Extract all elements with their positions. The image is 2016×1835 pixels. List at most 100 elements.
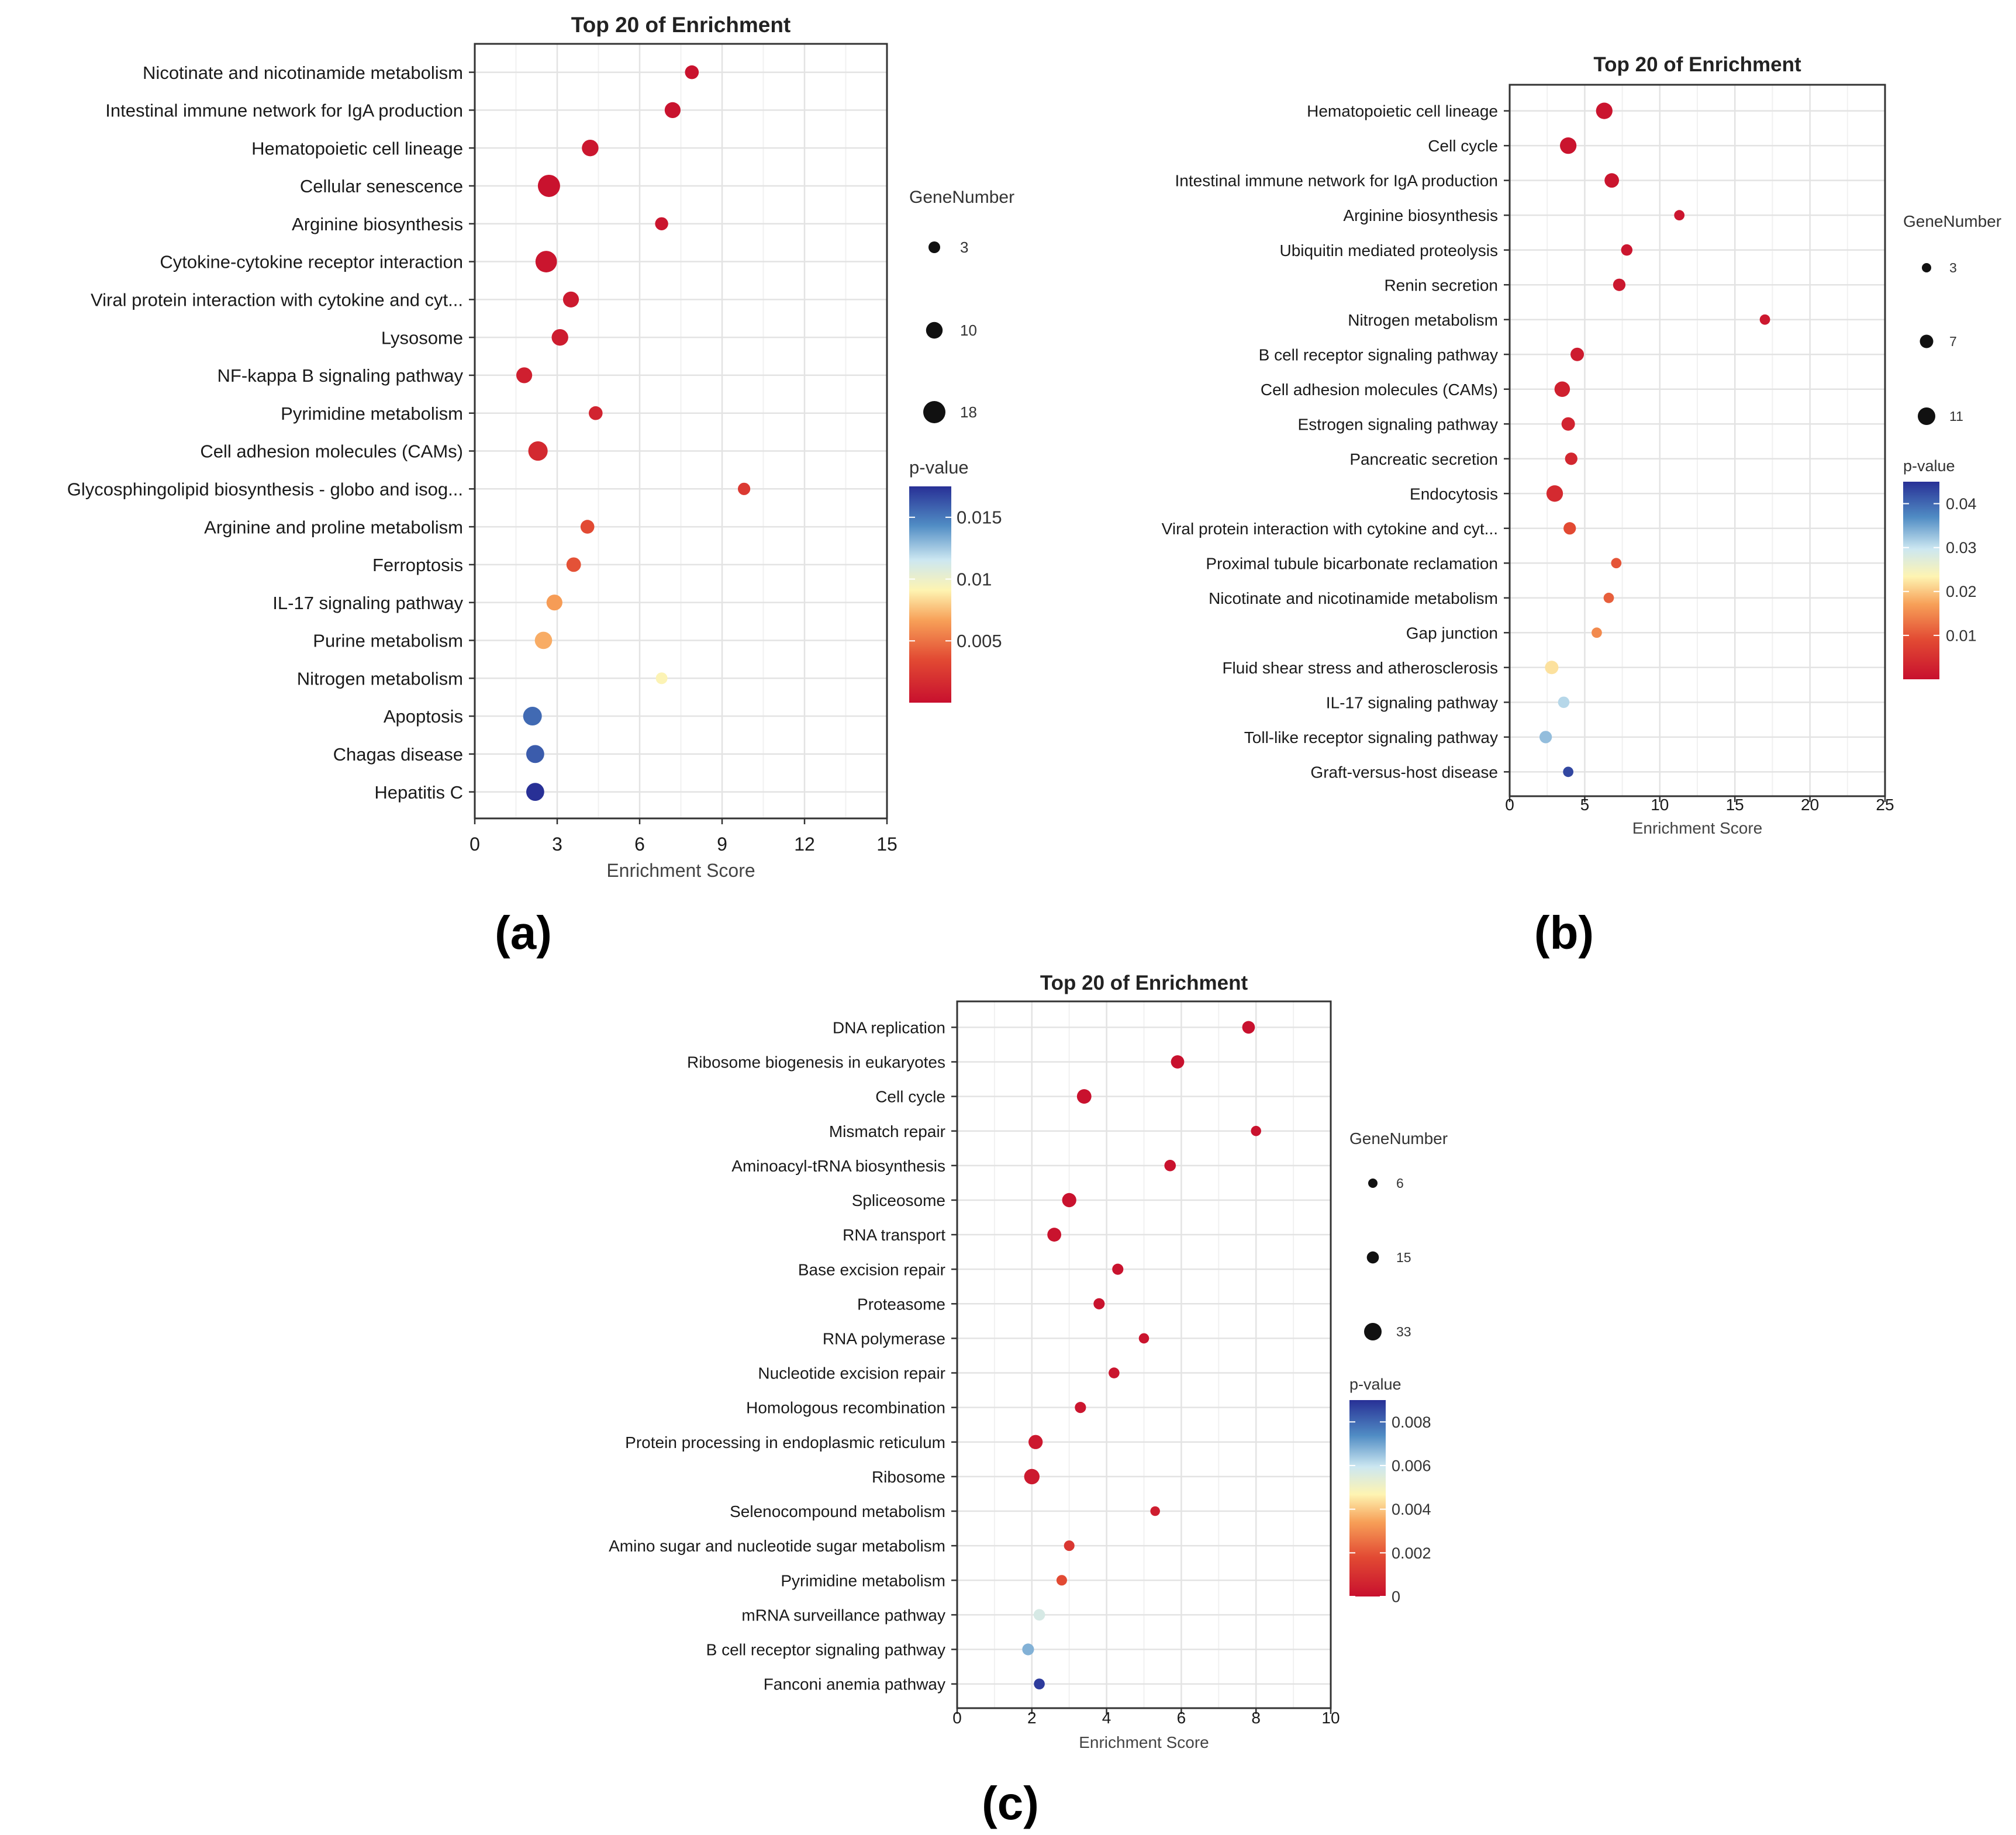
y-tick-label: B cell receptor signaling pathway [1259, 345, 1498, 364]
data-point [516, 367, 533, 383]
data-point [1546, 485, 1563, 502]
y-tick-label: Intestinal immune network for IgA produc… [1175, 172, 1498, 190]
panel-label-a: (a) [495, 907, 552, 959]
colorbar-tick-label: 0.006 [1392, 1457, 1431, 1474]
data-point [1075, 1402, 1086, 1414]
y-tick-label: Intestinal immune network for IgA produc… [105, 101, 463, 121]
colorbar-tick-label: 0.02 [1946, 583, 1977, 600]
y-tick-label: Hepatitis C [374, 782, 463, 803]
y-tick-label: Ribosome [872, 1468, 945, 1486]
size-legend-dot [1364, 1323, 1382, 1340]
x-tick-label: 0 [470, 834, 480, 855]
data-point [534, 631, 553, 649]
data-point [1565, 452, 1577, 465]
x-tick-label: 15 [876, 834, 897, 855]
y-tick-label: Cell cycle [1428, 137, 1498, 155]
y-tick-label: Gap junction [1406, 624, 1498, 642]
colorbar-title: p-value [1903, 457, 1955, 475]
data-point [1558, 696, 1570, 709]
chart-title: Top 20 of Enrichment [1593, 53, 1801, 76]
plot-frame [956, 1000, 1332, 1709]
colorbar-tick-label: 0.015 [957, 507, 1002, 528]
data-point [1112, 1263, 1124, 1275]
data-point [1561, 417, 1575, 431]
size-legend-dot [923, 401, 945, 423]
size-legend-dot [1920, 334, 1934, 348]
colorbar [1349, 1400, 1386, 1596]
data-point [1621, 244, 1633, 256]
y-tick-label: Glycosphingolipid biosynthesis - globo a… [67, 479, 463, 499]
colorbar-tick-label: 0.03 [1946, 539, 1977, 557]
data-point [1171, 1055, 1185, 1069]
y-tick-label: Cell adhesion molecules (CAMs) [200, 441, 463, 462]
size-legend-label: 33 [1396, 1324, 1411, 1339]
data-point [1545, 661, 1559, 675]
data-point [1024, 1468, 1040, 1485]
y-tick-label: Chagas disease [333, 744, 463, 765]
data-point [1603, 592, 1614, 603]
y-tick-label: Ferroptosis [372, 555, 463, 575]
colorbar-tick-label: 0.01 [957, 569, 992, 589]
y-tick-label: Pyrimidine metabolism [781, 1571, 945, 1589]
data-point [1034, 1678, 1045, 1689]
x-tick-label: 12 [794, 834, 815, 855]
data-point [528, 441, 548, 461]
y-tick-label: Fluid shear stress and atherosclerosis [1222, 659, 1498, 677]
y-tick-label: IL-17 signaling pathway [1326, 693, 1498, 711]
data-point [562, 291, 579, 307]
data-point [1611, 558, 1622, 569]
chart-title: Top 20 of Enrichment [571, 13, 791, 37]
plot-frame [1508, 84, 1886, 797]
colorbar [1903, 482, 1939, 679]
data-point [1093, 1298, 1105, 1309]
y-tick-label: Ribosome biogenesis in eukaryotes [687, 1053, 945, 1072]
y-tick-label: Nicotinate and nicotinamide metabolism [1209, 589, 1498, 607]
x-tick-label: 5 [1580, 796, 1590, 814]
y-tick-label: Base excision repair [798, 1260, 945, 1278]
data-point [566, 557, 581, 572]
size-legend-dot [1366, 1251, 1379, 1264]
panel-label-c: (c) [982, 1777, 1039, 1829]
data-point [664, 102, 681, 118]
y-tick-label: Homologous recombination [746, 1399, 945, 1417]
y-tick-label: IL-17 signaling pathway [272, 593, 463, 613]
y-tick-label: Protein processing in endoplasmic reticu… [625, 1433, 945, 1452]
data-point [738, 482, 751, 495]
x-tick-label: 6 [1177, 1709, 1186, 1727]
colorbar-title: p-value [1349, 1376, 1401, 1393]
x-tick-label: 6 [634, 834, 645, 855]
data-point [580, 520, 595, 534]
y-tick-label: Pyrimidine metabolism [281, 403, 463, 424]
size-legend-label: 3 [960, 239, 968, 256]
data-point [546, 595, 562, 611]
x-tick-label: 0 [952, 1709, 962, 1727]
colorbar-title: p-value [909, 457, 969, 478]
colorbar-tick-label: 0.004 [1392, 1501, 1431, 1518]
data-point [1539, 731, 1552, 744]
x-tick-label: 10 [1321, 1709, 1340, 1727]
y-tick-label: Renin secretion [1384, 276, 1498, 294]
x-tick-label: 3 [552, 834, 562, 855]
data-point [589, 406, 603, 420]
y-tick-label: Nicotinate and nicotinamide metabolism [143, 63, 463, 83]
data-point [1056, 1575, 1067, 1586]
x-tick-label: 20 [1801, 796, 1819, 814]
colorbar-tick-label: 0.002 [1392, 1544, 1431, 1562]
y-tick-label: Endocytosis [1410, 485, 1498, 503]
data-point [1563, 522, 1576, 535]
size-legend-dot [928, 241, 940, 253]
y-tick-label: Arginine and proline metabolism [204, 517, 463, 537]
y-tick-label: Cytokine-cytokine receptor interaction [160, 252, 463, 272]
y-tick-label: DNA replication [833, 1018, 945, 1036]
chart-panel-b: Top 20 of Enrichment Hematopoietic cell l… [1162, 53, 2001, 837]
y-tick-label: Cellular senescence [300, 176, 463, 196]
data-point [1076, 1089, 1092, 1104]
y-tick-label: Hematopoietic cell lineage [1307, 102, 1498, 120]
y-tick-label: Aminoacyl-tRNA biosynthesis [731, 1157, 945, 1175]
x-tick-label: 2 [1027, 1709, 1037, 1727]
x-axis-label: Enrichment Score [1079, 1733, 1209, 1751]
y-tick-label: RNA polymerase [823, 1329, 945, 1347]
colorbar-tick-label: 0.008 [1392, 1414, 1431, 1431]
y-tick-label: Arginine biosynthesis [292, 214, 463, 234]
